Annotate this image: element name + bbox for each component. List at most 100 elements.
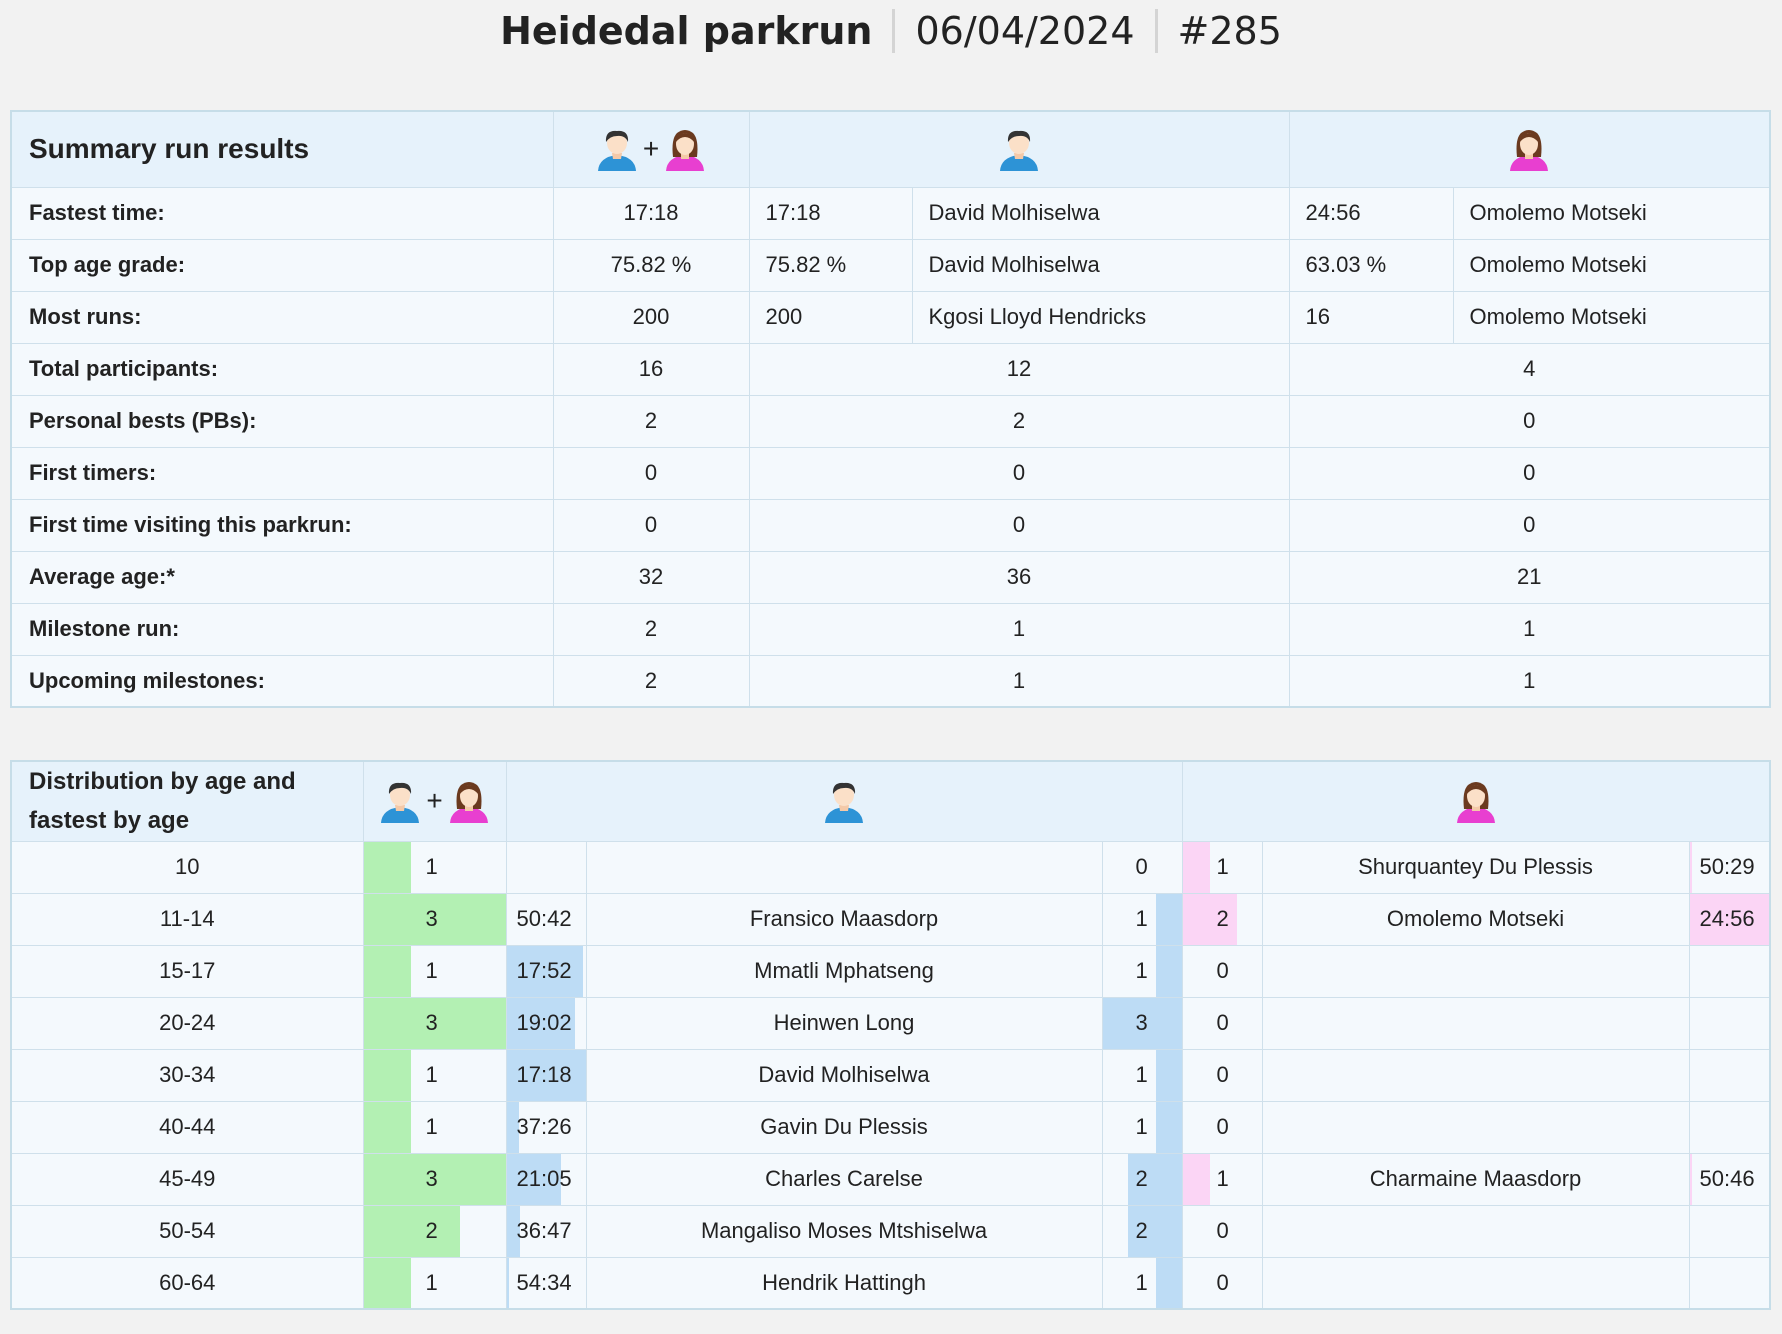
age-group: 15-17	[10, 944, 364, 998]
female-fastest-time: 50:46	[1688, 1152, 1771, 1206]
male-count-text: 1	[1135, 958, 1148, 983]
male-header	[748, 110, 1290, 188]
female-value: 16	[1288, 290, 1454, 344]
male-fastest-time: 17:18	[505, 1048, 587, 1102]
female-fastest-time-text: 50:46	[1699, 1166, 1755, 1191]
total-count: 1	[362, 944, 507, 998]
male-count: 1	[1101, 944, 1183, 998]
distribution-row: 50-54 2 36:47 Mangaliso Moses Mtshiselwa 2 0	[10, 1204, 1771, 1258]
row-label: Top age grade:	[10, 238, 554, 292]
male-count-text: 2	[1135, 1166, 1148, 1191]
female-count: 0	[1181, 944, 1263, 998]
female-count: 0	[1181, 1256, 1263, 1310]
female-fastest-time-bar	[1690, 894, 1770, 944]
age-group: 10	[10, 840, 364, 894]
all-value: 32	[552, 550, 750, 604]
age-group: 30-34	[10, 1048, 364, 1102]
total-count-text: 1	[425, 1114, 438, 1139]
female-fastest-time	[1688, 1100, 1771, 1154]
distribution-table: Distribution by age and fastest by age +…	[10, 760, 1772, 1310]
male-count: 3	[1101, 996, 1183, 1050]
male-count-bar	[1127, 1206, 1182, 1256]
female-fastest-name	[1261, 1100, 1690, 1154]
male-fastest-time-bar	[507, 1154, 561, 1204]
total-count-bar	[364, 894, 506, 944]
row-label: First timers:	[10, 446, 554, 500]
total-count-bar	[364, 946, 411, 996]
total-count: 1	[362, 1100, 507, 1154]
female-value: 4	[1288, 342, 1771, 396]
page-header: Heidedal parkrun 06/04/2024 #285	[0, 0, 1782, 62]
summary-row: Average age:* 32 36 21	[10, 550, 1771, 604]
header-divider	[1154, 9, 1158, 53]
female-avatar-icon	[1510, 130, 1549, 172]
row-label: Fastest time:	[10, 186, 554, 240]
female-fastest-time	[1688, 996, 1771, 1050]
male-avatar-icon	[825, 783, 864, 824]
distribution-row: 30-34 1 17:18 David Molhiselwa 1 0	[10, 1048, 1771, 1102]
male-fastest-time: 37:26	[505, 1100, 587, 1154]
row-label: Upcoming milestones:	[10, 654, 554, 708]
female-runner-name: Omolemo Motseki	[1452, 290, 1771, 344]
total-count-bar	[364, 842, 411, 892]
event-date: 06/04/2024	[915, 9, 1135, 53]
male-fastest-time-bar	[507, 946, 583, 996]
total-count-text: 3	[425, 1010, 438, 1035]
male-fastest-time-bar	[507, 1050, 586, 1100]
summary-row: Total participants: 16 12 4	[10, 342, 1771, 396]
male-count: 1	[1101, 1048, 1183, 1102]
female-header	[1288, 110, 1771, 188]
female-value: 24:56	[1288, 186, 1454, 240]
male-count-text: 1	[1135, 1269, 1148, 1295]
male-value: 200	[748, 290, 913, 344]
male-fastest-time-text: 21:05	[516, 1166, 572, 1191]
all-value: 16	[552, 342, 750, 396]
female-fastest-name	[1261, 996, 1690, 1050]
male-fastest-time-bar	[507, 998, 575, 1048]
male-fastest-name: Hendrik Hattingh	[585, 1256, 1103, 1310]
total-count-bar	[364, 1102, 411, 1152]
female-count-text: 0	[1216, 1062, 1229, 1087]
all-value: 2	[552, 654, 750, 708]
female-avatar-icon	[666, 130, 705, 172]
female-fastest-name	[1261, 1256, 1690, 1310]
female-fastest-time	[1688, 1256, 1771, 1310]
event-number: #285	[1177, 9, 1282, 53]
female-fastest-name	[1261, 944, 1690, 998]
all-header: +	[362, 760, 507, 842]
male-fastest-time: 36:47	[505, 1204, 587, 1258]
total-count-text: 3	[425, 1166, 438, 1191]
summary-row: Milestone run: 2 1 1	[10, 602, 1771, 656]
age-group: 50-54	[10, 1204, 364, 1258]
male-value: 0	[748, 446, 1290, 500]
female-count: 1	[1181, 840, 1263, 894]
male-fastest-name	[585, 840, 1103, 894]
distribution-row: 11-14 3 50:42 Fransico Maasdorp 1 2 Omolemo Mo…	[10, 892, 1771, 946]
summary-row: Fastest time: 17:18 17:18 David Molhiselwa 2…	[10, 186, 1771, 240]
summary-row: Top age grade: 75.82 % 75.82 % David Molhis…	[10, 238, 1771, 292]
female-value: 0	[1288, 394, 1771, 448]
male-count: 1	[1101, 892, 1183, 946]
male-count-bar	[1127, 1154, 1182, 1204]
female-value: 1	[1288, 602, 1771, 656]
male-fastest-name: Mangaliso Moses Mtshiselwa	[585, 1204, 1103, 1258]
female-count-text: 0	[1216, 1218, 1229, 1243]
female-fastest-name	[1261, 1048, 1690, 1102]
age-group: 40-44	[10, 1100, 364, 1154]
male-value: 2	[748, 394, 1290, 448]
male-count: 0	[1101, 840, 1183, 894]
male-count: 2	[1101, 1204, 1183, 1258]
female-count-text: 1	[1216, 1166, 1229, 1191]
male-value: 36	[748, 550, 1290, 604]
total-count-bar	[364, 1206, 460, 1256]
total-count-bar	[364, 1154, 506, 1204]
total-count: 1	[362, 1048, 507, 1102]
female-fastest-time-text: 50:29	[1699, 854, 1755, 879]
row-label: Total participants:	[10, 342, 554, 396]
male-fastest-time-text: 54:34	[516, 1269, 572, 1295]
male-count-bar	[1155, 1050, 1182, 1100]
male-fastest-name: Mmatli Mphatseng	[585, 944, 1103, 998]
female-count-text: 0	[1216, 1269, 1229, 1295]
total-count: 3	[362, 996, 507, 1050]
male-count: 1	[1101, 1256, 1183, 1310]
